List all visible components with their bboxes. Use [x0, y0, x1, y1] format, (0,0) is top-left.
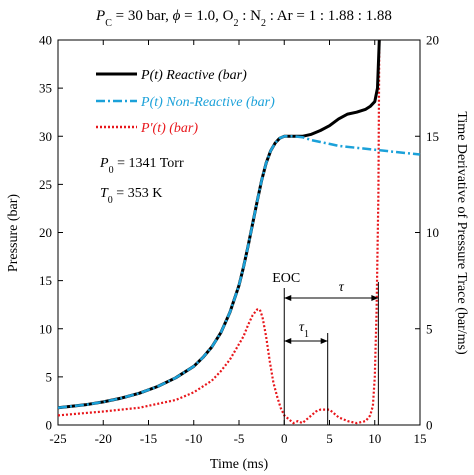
- title-text-2: = 1.0, O: [180, 8, 233, 24]
- series-line-0: [57, 39, 381, 410]
- legend-label-reactive: P(t) Reactive (bar): [140, 68, 247, 83]
- legend-derivative-symbol: P': [140, 121, 154, 136]
- series-line-1: [57, 135, 421, 409]
- x-tick-label: -10: [185, 431, 202, 446]
- legend-nonreactive-rest: (t) Non-Reactive (bar): [150, 95, 276, 110]
- t0-subscript: 0: [108, 195, 113, 206]
- y-tick-label: 5: [46, 369, 53, 384]
- x-tick-label: 10: [368, 431, 381, 446]
- legend-label-derivative: P'(t) (bar): [140, 121, 198, 136]
- title-p-subscript: C: [105, 18, 112, 29]
- y-tick-label: 25: [39, 177, 52, 192]
- y2-tick-label: 15: [426, 129, 439, 144]
- legend-label-nonreactive: P(t) Non-Reactive (bar): [140, 95, 275, 110]
- tau1-symbol: τ: [299, 320, 305, 335]
- eoc-label: EOC: [272, 271, 300, 286]
- t0-symbol: T: [100, 186, 109, 201]
- y2-tick-label: 10: [426, 225, 439, 240]
- axis-ticks: -25 -20 -15 -10 -5 0 5 10 1505101520253035400510…: [39, 33, 439, 447]
- y2-tick-label: 5: [426, 321, 433, 336]
- title-text-1: = 30 bar,: [112, 8, 173, 24]
- legend: P(t) Reactive (bar) P(t) Non-Reactive (b…: [96, 68, 275, 136]
- y-tick-label: 15: [39, 273, 52, 288]
- tau-label: τ: [339, 280, 345, 295]
- y-tick-label: 40: [39, 33, 52, 48]
- x-tick-label: 5: [326, 431, 333, 446]
- tau1-subscript: 1: [304, 329, 309, 340]
- y-tick-label: 20: [39, 225, 52, 240]
- p0-symbol: P: [99, 156, 109, 171]
- p0-annotation: P0 = 1341 Torr: [99, 156, 184, 176]
- t0-annotation: T0 = 353 K: [100, 186, 162, 206]
- x-tick-label: -25: [49, 431, 66, 446]
- legend-reactive-rest: (t) Reactive (bar): [150, 68, 248, 83]
- x-tick-label: 0: [281, 431, 288, 446]
- p0-value: = 1341 Torr: [114, 156, 184, 171]
- series-line-2: [57, 39, 381, 425]
- series-layer: [57, 39, 421, 425]
- y-tick-label: 35: [39, 81, 52, 96]
- y2-tick-label: 20: [426, 33, 439, 48]
- y2-tick-label: 0: [426, 418, 433, 433]
- title-text-4: : Ar = 1 : 1.88 : 1.88: [266, 8, 392, 24]
- y2-axis-label: Time Derivative of Pressure Trace (bar/m…: [454, 111, 469, 355]
- y-tick-label: 0: [46, 418, 53, 433]
- title-n-subscript: 2: [261, 18, 266, 29]
- tau1-label: τ1: [299, 320, 309, 340]
- x-tick-label: 15: [414, 431, 427, 446]
- title-text-3: : N: [238, 8, 261, 24]
- tau-arrow-head-left: [284, 295, 292, 301]
- y-axis-label: Pressure (bar): [6, 194, 21, 272]
- y-tick-label: 10: [39, 321, 52, 336]
- p0-subscript: 0: [109, 165, 114, 176]
- x-tick-label: -20: [95, 431, 112, 446]
- title-phi: ϕ: [173, 8, 181, 24]
- tau1-arrow-head-left: [284, 338, 292, 344]
- x-axis-label: Time (ms): [210, 457, 269, 472]
- chart-title: PC = 30 bar, ϕ = 1.0, O2 : N2 : Ar = 1 :…: [95, 8, 392, 29]
- legend-reactive-symbol: P: [140, 68, 150, 83]
- legend-nonreactive-symbol: P: [140, 95, 150, 110]
- y-tick-label: 30: [39, 129, 52, 144]
- tau1-arrow-head-right: [320, 338, 328, 344]
- x-tick-label: -15: [140, 431, 157, 446]
- tau-arrow-head-right: [371, 295, 379, 301]
- x-tick-label: -5: [234, 431, 245, 446]
- legend-derivative-rest: (t) (bar): [153, 121, 199, 136]
- title-o-subscript: 2: [233, 18, 238, 29]
- t0-value: = 353 K: [113, 186, 163, 201]
- title-p-symbol: P: [95, 8, 105, 24]
